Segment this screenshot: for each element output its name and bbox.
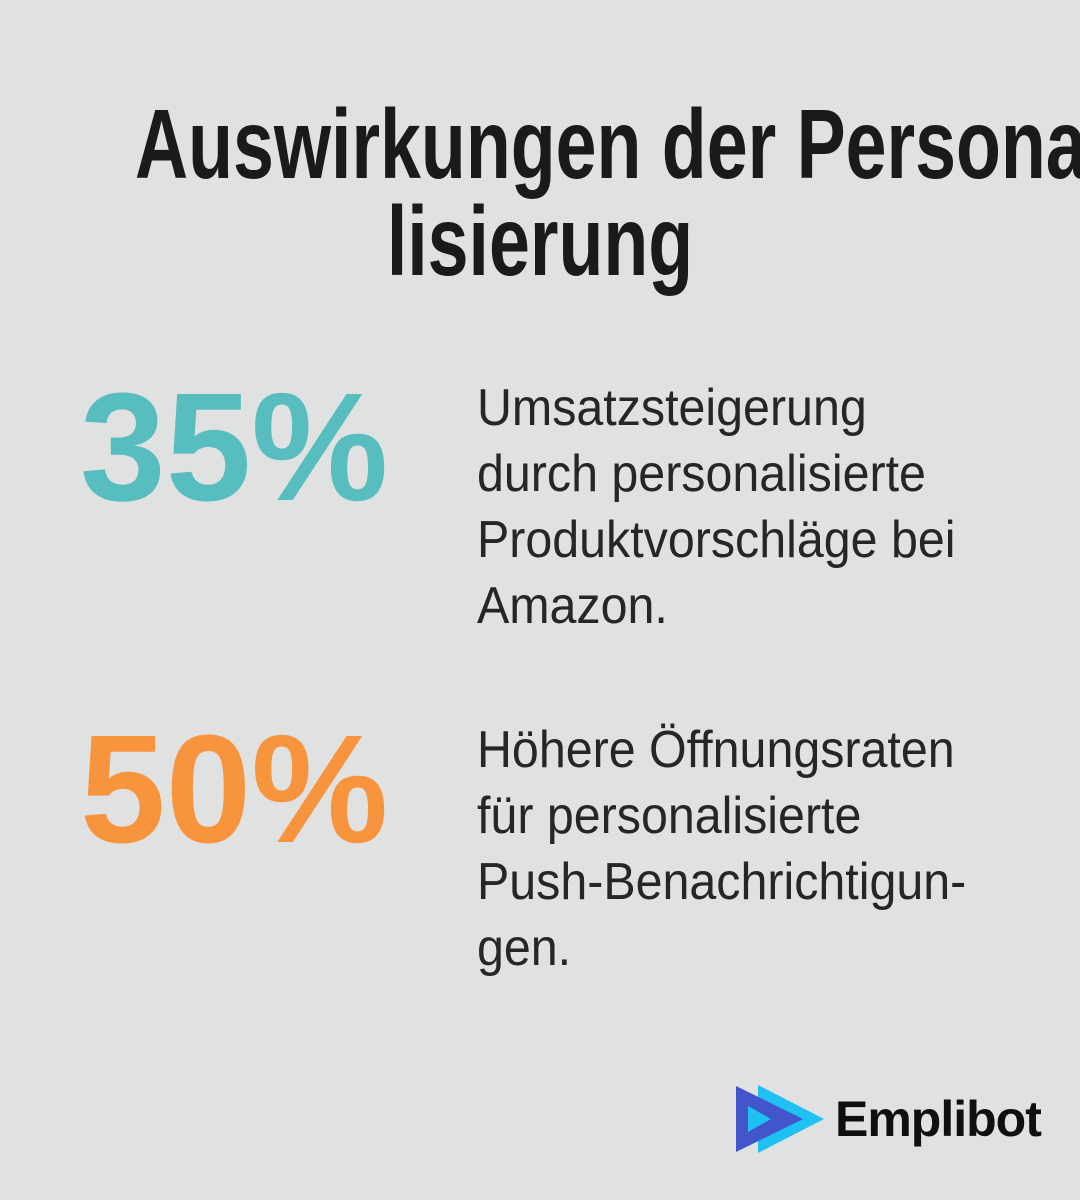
stat-description-amazon: Umsatzsteigerung durch personalisierte P… (477, 375, 955, 639)
stat-description-line: durch personalisierte (477, 445, 926, 503)
play-triangles-icon (736, 1085, 824, 1153)
stat-description-push-notifications: Höhere Öffnungsraten für personalisierte… (477, 717, 966, 981)
stat-description-line: Umsatzsteigerung (477, 379, 867, 437)
stat-description-line: für personalisierte (477, 787, 862, 845)
emplibot-logo: Emplibot (736, 1085, 1042, 1153)
stat-description-line: Höhere Öffnungsraten (477, 721, 955, 779)
emplibot-wordmark: Emplibot (835, 1091, 1042, 1147)
stat-description-line: Push-Benachrichtigun- (477, 853, 967, 911)
inner-cyan-triangle (748, 1106, 771, 1132)
stat-description-line: Produktvorschläge bei (477, 511, 956, 569)
stat-description-line: gen. (477, 919, 572, 977)
stat-value-35-percent: 35% (80, 361, 389, 533)
page-title-line-1: Auswirkungen der Persona- (135, 89, 1080, 199)
stat-description-line: Amazon. (477, 577, 668, 635)
page-title: Auswirkungen der Persona- lisierung (135, 89, 1080, 296)
stat-value-50-percent: 50% (80, 703, 389, 875)
page-title-line-2: lisierung (386, 186, 694, 296)
